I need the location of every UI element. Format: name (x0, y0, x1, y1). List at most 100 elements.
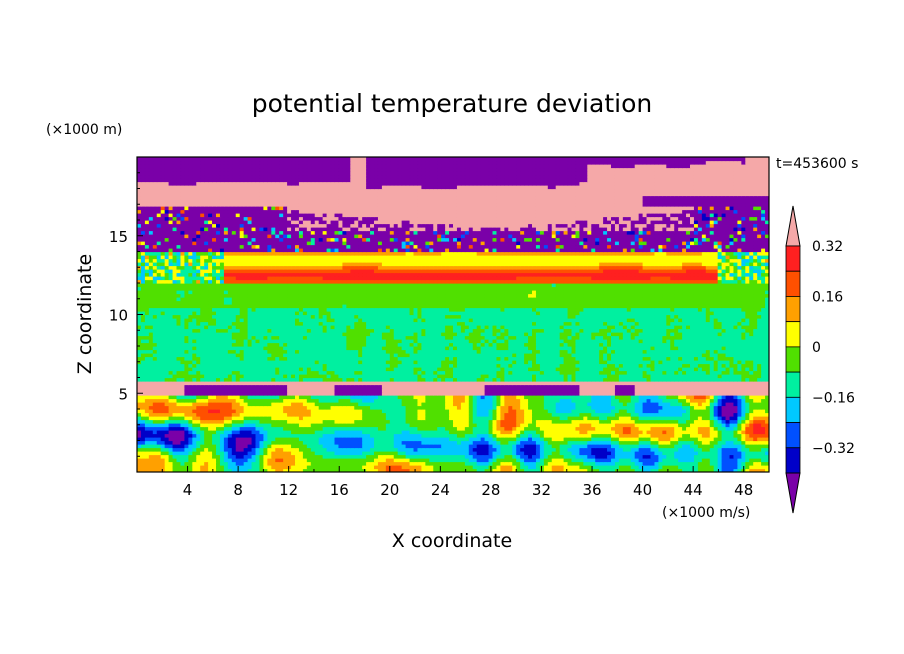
contour-cell (370, 465, 375, 470)
contour-cell (267, 402, 272, 407)
contour-cell (208, 444, 213, 449)
contour-cell (366, 423, 371, 428)
contour-cell (358, 405, 363, 410)
contour-cell (429, 461, 434, 466)
contour-cell (591, 447, 596, 452)
contour-cell (227, 461, 233, 466)
contour-cell (638, 402, 644, 407)
contour-cell (204, 395, 209, 400)
contour-cell (298, 454, 304, 459)
contour-cell (717, 454, 723, 459)
contour-cell (172, 423, 178, 428)
contour-cell (184, 444, 189, 449)
contour-cell (306, 440, 312, 445)
contour-cell (476, 461, 482, 466)
contour-cell (516, 468, 521, 472)
contour-cell (524, 405, 529, 410)
contour-cell (342, 363, 347, 368)
contour-cell (516, 395, 521, 400)
contour-cell (528, 384, 533, 389)
contour-cell (749, 423, 754, 428)
contour-cell (749, 440, 754, 445)
contour-cell (737, 437, 742, 442)
contour-cell (753, 391, 758, 396)
contour-cell (757, 416, 762, 421)
contour-cell (662, 437, 667, 442)
contour-cell (693, 468, 699, 472)
contour-cell (717, 363, 723, 368)
contour-cell (646, 416, 652, 421)
contour-cell (721, 367, 727, 372)
contour-cell (524, 384, 529, 389)
contour-cell (678, 402, 683, 407)
contour-cell (168, 370, 174, 375)
contour-cell (757, 388, 762, 393)
contour-cell (247, 416, 253, 421)
contour-cell (753, 412, 758, 417)
contour-cell (765, 426, 769, 431)
contour-cell (765, 388, 769, 393)
contour-cell (583, 444, 588, 449)
contour-cell (188, 395, 193, 400)
contour-cell (765, 384, 769, 389)
contour-cell (614, 363, 620, 368)
contour-cell (338, 363, 343, 368)
contour-cell (212, 468, 217, 472)
contour-cell (346, 465, 351, 470)
contour-cell (259, 384, 264, 389)
contour-cell (539, 412, 545, 417)
contour-cell (650, 437, 656, 442)
contour-cell (342, 419, 347, 424)
contour-cell (765, 398, 769, 403)
contour-cell (654, 451, 659, 456)
contour-cell (563, 468, 569, 472)
contour-cell (172, 433, 178, 438)
contour-cell (354, 447, 359, 452)
contour-cell (705, 402, 711, 407)
contour-cell (164, 437, 170, 442)
contour-cell (160, 384, 166, 389)
contour-cell (219, 377, 225, 382)
contour-cell (267, 367, 272, 372)
contour-cell (682, 395, 687, 400)
contour-cell (346, 458, 351, 463)
contour-cell (464, 398, 470, 403)
contour-cell (528, 363, 533, 368)
contour-cell (216, 370, 221, 375)
contour-cell (453, 395, 458, 400)
contour-cell (330, 377, 336, 382)
contour-cell (472, 423, 478, 428)
contour-cell (650, 412, 656, 417)
contour-cell (583, 395, 588, 400)
contour-cell (441, 433, 446, 438)
contour-cell (295, 381, 300, 386)
contour-cell (338, 440, 343, 445)
contour-cell (460, 447, 466, 452)
contour-cell (283, 440, 288, 445)
contour-cell (338, 367, 343, 372)
contour-cell (662, 430, 667, 435)
contour-cell (504, 461, 509, 466)
contour-cell (429, 423, 434, 428)
contour-cell (626, 447, 632, 452)
contour-cell (172, 395, 178, 400)
contour-cell (326, 426, 332, 431)
contour-cell (259, 395, 264, 400)
contour-cell (433, 374, 438, 379)
contour-cell (563, 454, 569, 459)
contour-cell (445, 447, 450, 452)
contour-cell (551, 409, 557, 414)
contour-cell (267, 447, 272, 452)
contour-cell (591, 374, 596, 379)
contour-cell (591, 412, 596, 417)
contour-cell (634, 388, 640, 393)
contour-cell (137, 465, 142, 470)
contour-cell (298, 405, 304, 410)
contour-cell (618, 437, 624, 442)
contour-cell (765, 454, 769, 459)
contour-cell (160, 409, 166, 414)
contour-cell (555, 381, 561, 386)
contour-cell (575, 419, 580, 424)
contour-cell (551, 440, 557, 445)
contour-cell (152, 384, 158, 389)
